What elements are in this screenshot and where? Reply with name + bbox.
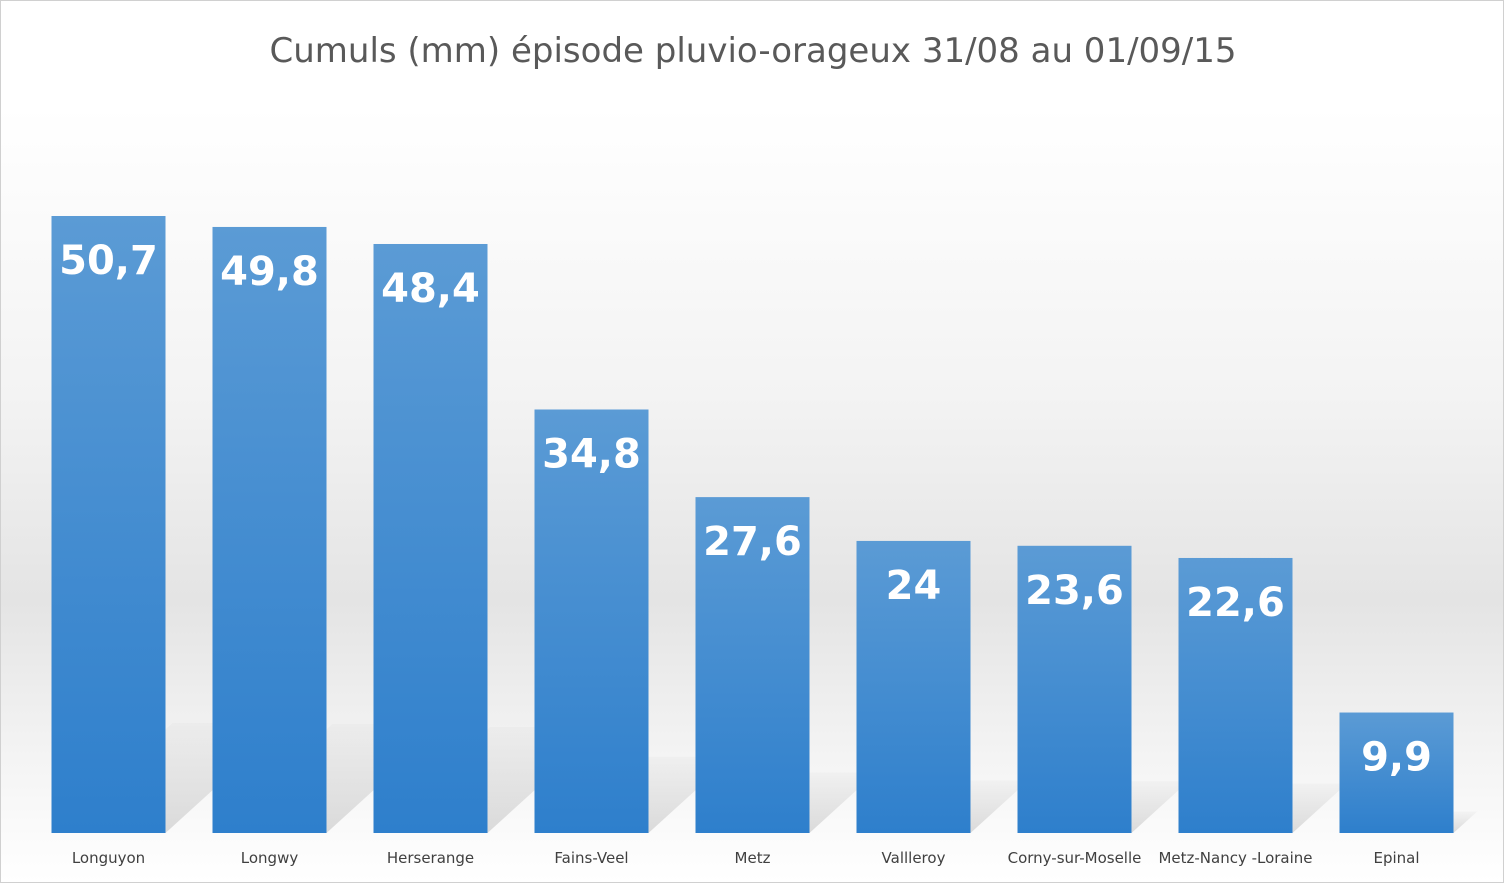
tick-label-corny-sur-moselle: Corny-sur-Moselle — [1008, 849, 1142, 867]
data-label-longuyon: 50,7 — [59, 238, 158, 284]
data-label-metz-nancy-loraine: 22,6 — [1186, 580, 1285, 626]
tick-label-metz-nancy-loraine: Metz-Nancy -Loraine — [1158, 849, 1312, 867]
x-axis-ticks: Longuyon Longwy Herserange Fains-Veel Metz Va… — [72, 849, 1420, 867]
bar-longwy — [212, 226, 327, 834]
data-label-longwy: 49,8 — [220, 249, 319, 295]
tick-label-herserange: Herserange — [387, 849, 474, 867]
tick-label-vallleroy: Vallleroy — [882, 849, 946, 867]
bar-herserange — [373, 243, 488, 834]
bars — [51, 216, 1454, 834]
bar-fains-veel — [534, 409, 649, 833]
data-label-fains-veel: 34,8 — [542, 431, 641, 477]
bar-corny-sur-moselle — [1017, 545, 1132, 833]
bar-epinal — [1339, 712, 1454, 833]
tick-label-epinal: Epinal — [1373, 849, 1419, 867]
tick-label-metz: Metz — [735, 849, 771, 867]
bar-longuyon — [51, 216, 166, 833]
data-label-metz: 27,6 — [703, 519, 802, 565]
data-label-herserange: 48,4 — [381, 266, 480, 312]
bar-metz-nancy-loraine — [1178, 557, 1293, 833]
bar-vallleroy — [856, 540, 971, 833]
tick-label-fains-veel: Fains-Veel — [554, 849, 628, 867]
data-labels: 50,7 49,8 48,4 34,8 27,6 24 23,6 22,6 9,9 — [59, 238, 1432, 781]
bar-metz — [695, 497, 810, 833]
tick-label-longwy: Longwy — [241, 849, 299, 867]
data-label-vallleroy: 24 — [886, 563, 942, 609]
chart-title: Cumuls (mm) épisode pluvio-orageux 31/08… — [269, 31, 1236, 71]
data-label-corny-sur-moselle: 23,6 — [1025, 568, 1124, 614]
tick-label-longuyon: Longuyon — [72, 849, 145, 867]
data-label-epinal: 9,9 — [1361, 735, 1432, 781]
